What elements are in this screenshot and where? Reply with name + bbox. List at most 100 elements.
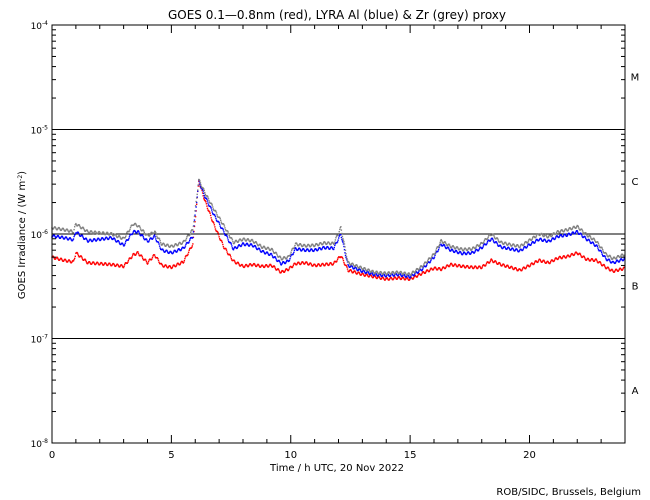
data-point xyxy=(614,269,616,272)
data-point xyxy=(394,272,397,274)
data-point xyxy=(155,240,158,242)
y-tick-label: 10-5 xyxy=(31,125,49,137)
data-point xyxy=(478,245,481,247)
data-point xyxy=(84,258,86,261)
data-point xyxy=(508,246,510,249)
data-point xyxy=(388,271,391,274)
data-point xyxy=(207,204,210,206)
data-point xyxy=(543,235,546,237)
data-point xyxy=(415,269,417,272)
data-point xyxy=(543,259,545,262)
data-point xyxy=(541,233,543,236)
data-point xyxy=(510,249,512,251)
data-point xyxy=(374,275,377,277)
data-point xyxy=(53,234,56,237)
data-point xyxy=(86,229,88,231)
data-point xyxy=(435,249,437,251)
data-point xyxy=(96,238,99,240)
data-point xyxy=(66,261,69,263)
data-point xyxy=(363,269,365,272)
data-point xyxy=(499,263,502,265)
data-point xyxy=(201,188,203,190)
data-point xyxy=(418,269,420,271)
data-point xyxy=(86,240,88,242)
data-point xyxy=(517,244,519,246)
data-point xyxy=(211,211,213,213)
data-point xyxy=(501,265,503,267)
data-point xyxy=(445,266,447,268)
data-point xyxy=(238,264,240,266)
data-point xyxy=(355,267,357,269)
data-point xyxy=(604,266,607,269)
data-point xyxy=(493,235,495,237)
data-point xyxy=(231,245,233,247)
data-point xyxy=(242,242,245,245)
data-point xyxy=(496,237,499,240)
data-point xyxy=(371,275,373,277)
data-point xyxy=(346,266,348,268)
data-point xyxy=(77,254,80,257)
data-point xyxy=(95,231,97,233)
data-point xyxy=(481,267,483,269)
data-point xyxy=(253,263,256,265)
data-point xyxy=(356,264,358,267)
data-point xyxy=(191,246,193,249)
data-point xyxy=(134,230,136,232)
data-point xyxy=(424,271,427,274)
data-point xyxy=(537,261,539,263)
data-point xyxy=(558,236,560,238)
data-point xyxy=(486,242,488,244)
data-point xyxy=(431,255,433,258)
data-point xyxy=(258,248,261,250)
data-point xyxy=(133,223,135,226)
data-point xyxy=(227,239,229,241)
data-point xyxy=(240,245,243,247)
data-point xyxy=(599,261,601,263)
data-point xyxy=(82,236,84,239)
data-point xyxy=(339,228,341,231)
data-point xyxy=(390,272,393,275)
data-point xyxy=(376,274,378,276)
data-point xyxy=(250,243,253,245)
data-point xyxy=(278,259,280,262)
data-point xyxy=(69,261,72,263)
data-point xyxy=(227,233,230,235)
data-point xyxy=(190,230,192,232)
data-point xyxy=(70,239,73,241)
data-point xyxy=(82,226,84,229)
data-point xyxy=(203,195,205,197)
data-point xyxy=(307,249,309,251)
data-point xyxy=(161,263,163,265)
data-point xyxy=(453,264,455,267)
data-point xyxy=(427,258,429,261)
data-point xyxy=(605,252,607,254)
data-point xyxy=(505,265,507,268)
data-point xyxy=(169,265,171,267)
data-point xyxy=(324,242,326,244)
data-point xyxy=(267,252,269,254)
data-point xyxy=(409,278,411,280)
data-point xyxy=(248,265,250,267)
data-point xyxy=(299,247,301,250)
data-point xyxy=(193,221,195,223)
data-point xyxy=(316,243,318,246)
flare-class-label: B xyxy=(632,282,639,293)
data-point xyxy=(55,228,57,230)
data-point xyxy=(215,212,218,214)
data-point xyxy=(337,232,340,235)
data-point xyxy=(151,258,153,260)
data-point xyxy=(130,257,133,259)
data-point xyxy=(303,249,306,252)
data-point xyxy=(356,272,359,274)
data-point xyxy=(469,253,472,255)
data-point xyxy=(342,239,345,241)
data-point xyxy=(209,206,212,208)
data-point xyxy=(448,243,450,245)
data-point xyxy=(354,264,357,267)
y-tick-label: 10-8 xyxy=(31,438,49,450)
data-point xyxy=(171,245,174,247)
data-point xyxy=(588,259,590,261)
data-point xyxy=(581,230,584,232)
data-point xyxy=(230,256,232,258)
data-point xyxy=(432,268,435,271)
